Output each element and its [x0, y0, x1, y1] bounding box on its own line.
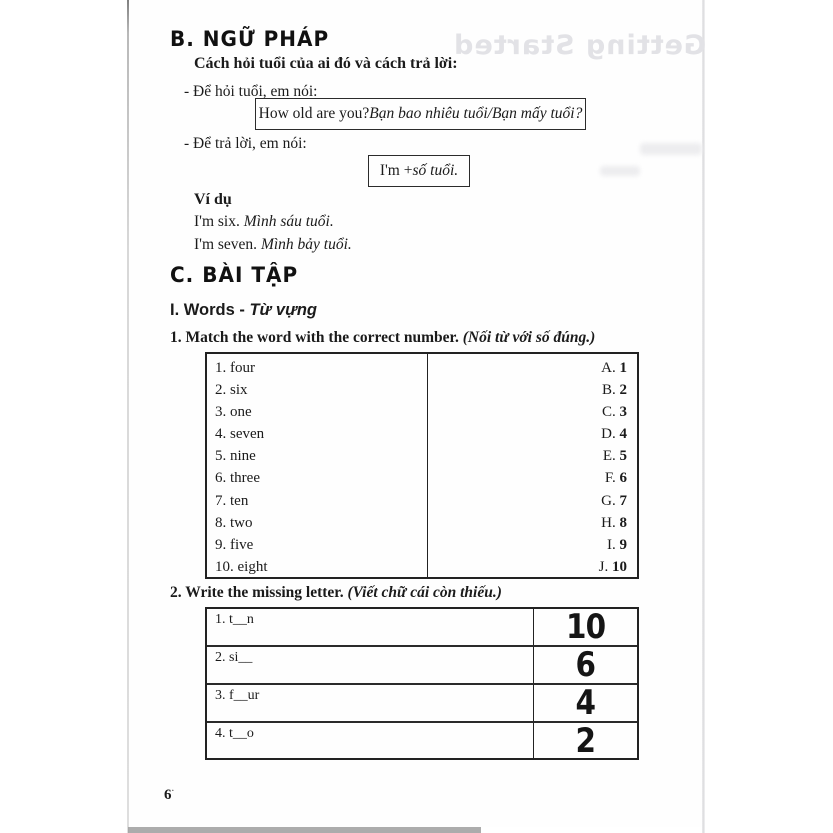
missing-letter-answer: 6	[533, 645, 637, 685]
match-word: 10. eight	[215, 558, 268, 575]
match-letter: C.	[601, 404, 620, 421]
section-c-heading: C. BÀI TẬP	[170, 262, 299, 288]
match-letter: D.	[601, 426, 620, 443]
match-word: 4. seven	[215, 426, 265, 443]
match-number: 6	[619, 470, 628, 487]
match-word: 5. nine	[215, 448, 256, 465]
exercise-1-title-vietnamese: (Nối từ với số đúng.)	[462, 329, 596, 346]
match-word: 3. one	[215, 404, 252, 421]
missing-letter-answer-value: 2	[575, 721, 596, 761]
page-surface	[129, 0, 702, 827]
match-letter: H.	[601, 514, 620, 531]
match-word: 1. four	[215, 360, 255, 376]
page-number-value: 6	[164, 787, 172, 803]
match-answer: G. 7	[428, 490, 627, 512]
match-table: 1. four 2. six 3. one 4. seven 5. nine 6. thr…	[205, 352, 639, 579]
match-number: 3	[619, 404, 628, 421]
page-right-edge	[702, 0, 705, 833]
page-left-edge	[127, 0, 129, 833]
match-word: 9. five	[215, 536, 254, 553]
answer-age-rule-box: I'm + số tuổi.	[368, 155, 470, 187]
bleed-through-artifact	[640, 143, 702, 155]
missing-letter-word: 3. f__ur	[215, 688, 260, 703]
example-line: I'm seven. Mình bảy tuổi.	[194, 236, 352, 254]
match-number: 1	[619, 360, 628, 376]
missing-letter-answer: 4	[533, 683, 637, 723]
missing-letter-word: 2. si__	[215, 650, 253, 665]
match-answer: F. 6	[428, 467, 627, 489]
table-row: 3. f__ur 4	[207, 683, 637, 723]
match-answer: A. 1	[428, 357, 627, 379]
missing-letter-answer: 2	[533, 721, 637, 761]
ask-age-rule-box: How old are you? Bạn bao nhiêu tuổi/Bạn …	[255, 98, 586, 130]
ask-box-vietnamese: Bạn bao nhiêu tuổi/Bạn mấy tuổi?	[369, 105, 583, 122]
missing-letter-answer-value: 6	[575, 645, 596, 685]
match-word: 8. two	[215, 514, 253, 531]
match-letter: J.	[598, 558, 612, 575]
match-letter: E.	[602, 448, 620, 465]
words-subheading: I. Words - Từ vựng	[170, 301, 317, 320]
match-answer: D. 4	[428, 423, 627, 445]
example-english: I'm six.	[194, 213, 244, 230]
match-letter: B.	[601, 382, 620, 399]
section-b-heading: B. NGỮ PHÁP	[170, 26, 330, 52]
match-letter: I.	[607, 536, 620, 553]
table-row: 1. t__n 10	[207, 607, 637, 647]
exercise-2-title-english: 2. Write the missing letter.	[170, 584, 348, 601]
match-letter: G.	[601, 492, 620, 509]
match-number: 4	[619, 426, 628, 443]
match-answer: I. 9	[428, 534, 627, 556]
example-heading: Ví dụ	[194, 191, 232, 208]
words-subheading-english: I. Words -	[170, 301, 250, 319]
grammar-intro: Cách hỏi tuổi của ai đó và cách trả lời:	[194, 55, 458, 72]
example-vietnamese: Mình sáu tuổi.	[243, 213, 334, 230]
match-table-numbers-column: A. 1 B. 2 C. 3 D. 4 E. 5 F. 6 G. 7 H. 8 I. 9 J. 1…	[427, 354, 637, 577]
ask-age-label: - Để hỏi tuổi, em nói:	[184, 83, 318, 100]
answer-box-vietnamese: số tuổi.	[412, 162, 459, 179]
match-number: 7	[619, 492, 628, 509]
missing-letter-answer-value: 4	[575, 683, 596, 723]
exercise-1-title: 1. Match the word with the correct numbe…	[170, 329, 595, 347]
page-number: 6·	[164, 786, 175, 803]
answer-box-english: I'm +	[379, 162, 413, 179]
match-number: 5	[619, 448, 628, 465]
missing-letter-answer-value: 10	[565, 607, 606, 647]
match-number: 10	[612, 558, 627, 575]
match-table-words-column: 1. four 2. six 3. one 4. seven 5. nine 6. thr…	[207, 354, 427, 577]
answer-age-label: - Để trả lời, em nói:	[184, 135, 307, 152]
words-subheading-vietnamese: Từ vựng	[249, 301, 318, 319]
example-vietnamese: Mình bảy tuổi.	[260, 236, 352, 253]
missing-letter-answer: 10	[533, 607, 637, 647]
match-answer: H. 8	[428, 512, 627, 534]
exercise-2-title-vietnamese: (Viết chữ cái còn thiếu.)	[347, 584, 502, 601]
match-number: 8	[619, 514, 628, 531]
exercise-2-title: 2. Write the missing letter. (Viết chữ c…	[170, 584, 502, 602]
ask-box-english: How old are you?	[258, 105, 370, 122]
match-answer: E. 5	[428, 445, 627, 467]
page-bottom-edge	[128, 827, 481, 833]
missing-letter-table: 1. t__n 10 2. si__ 6 3. f__ur 4 4. t__o 2	[205, 607, 639, 760]
missing-letter-word: 1. t__n	[215, 612, 254, 627]
example-english: I'm seven.	[194, 236, 261, 253]
match-answer: B. 2	[428, 379, 627, 401]
match-word: 2. six	[215, 382, 248, 399]
match-letter: F.	[604, 470, 620, 487]
example-line: I'm six. Mình sáu tuổi.	[194, 213, 334, 231]
match-word: 6. three	[215, 470, 260, 487]
match-answer: C. 3	[428, 401, 627, 423]
table-row: 4. t__o 2	[207, 721, 637, 761]
match-answer: J. 10	[428, 556, 627, 578]
bleed-through-watermark: Getting Started	[453, 30, 706, 61]
table-row: 2. si__ 6	[207, 645, 637, 685]
missing-letter-word: 4. t__o	[215, 726, 254, 741]
match-letter: A.	[601, 360, 620, 376]
match-number: 9	[619, 536, 628, 553]
match-number: 2	[619, 382, 628, 399]
exercise-1-title-english: 1. Match the word with the correct numbe…	[170, 329, 463, 346]
match-word: 7. ten	[215, 492, 249, 509]
bleed-through-artifact	[600, 166, 640, 176]
